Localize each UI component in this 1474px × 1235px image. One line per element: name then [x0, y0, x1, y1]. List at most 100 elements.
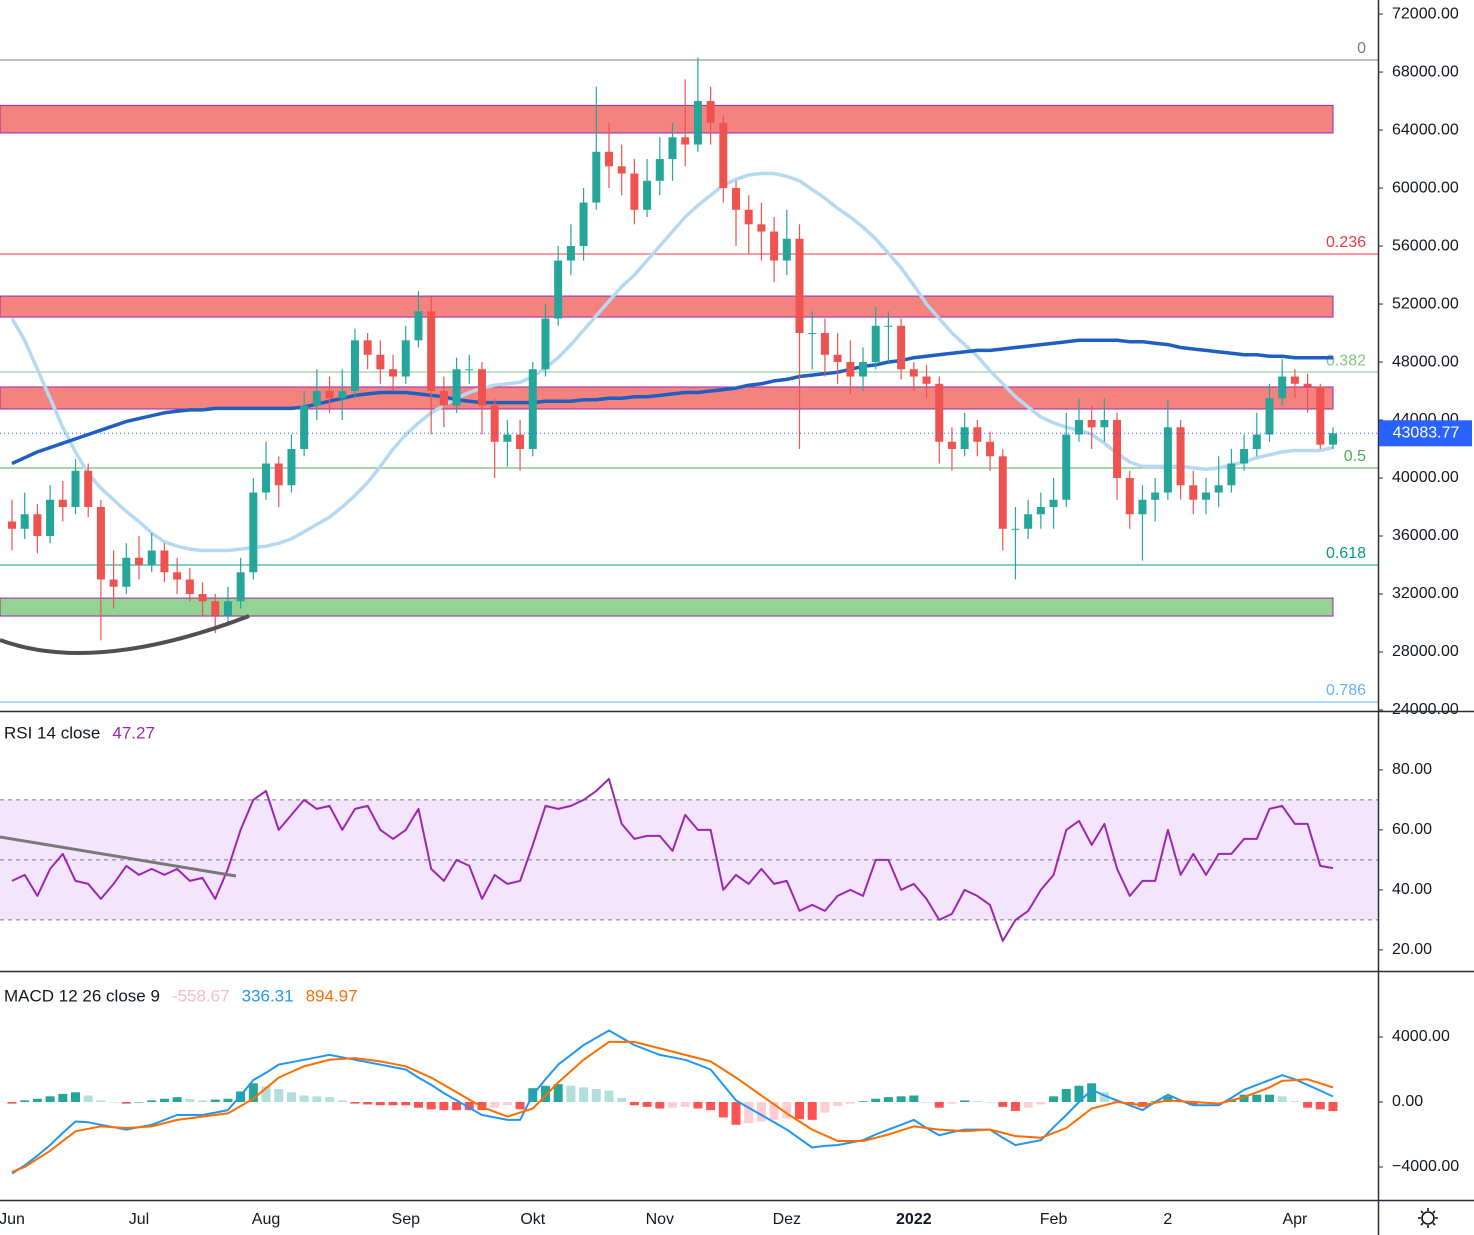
candle-body — [1290, 376, 1299, 384]
macd-title: MACD 12 26 close 9 — [4, 986, 160, 1005]
candle-body — [350, 340, 359, 392]
candle-body — [389, 369, 398, 377]
y-tick-label: 36000.00 — [1392, 527, 1459, 544]
macd-histogram-bar — [668, 1102, 677, 1108]
macd-histogram-bar — [591, 1089, 601, 1103]
candle-body — [655, 159, 664, 181]
candle-body — [109, 579, 118, 587]
rsi-title: RSI 14 close — [4, 723, 100, 742]
macd-histogram-bar — [325, 1097, 335, 1103]
macd-histogram-bar — [909, 1095, 919, 1103]
candle-body — [719, 122, 728, 189]
candle-body — [1024, 514, 1033, 529]
macd-histogram-bar — [782, 1102, 792, 1119]
candle-body — [376, 354, 385, 370]
x-tick-label: Okt — [520, 1211, 545, 1228]
macd-histogram-bar — [858, 1101, 868, 1103]
candle-body — [922, 376, 931, 384]
macd-histogram-bar — [185, 1098, 195, 1103]
macd-histogram-bar — [934, 1102, 944, 1108]
rsi-value: 47.27 — [112, 723, 155, 742]
macd-histogram-bar — [7, 1102, 17, 1104]
candle-body — [1176, 427, 1185, 486]
candle-body — [960, 427, 969, 450]
macd-histogram-bar — [1252, 1094, 1262, 1103]
macd-histogram-bar — [1163, 1096, 1173, 1103]
settings-button[interactable] — [1418, 1208, 1438, 1228]
candle-body — [33, 514, 42, 537]
candle-body — [579, 202, 588, 247]
macd-histogram-bar — [1277, 1096, 1287, 1103]
y-tick-label: −4000.00 — [1392, 1158, 1459, 1175]
macd-histogram-bar — [312, 1096, 322, 1103]
cup-annotation — [0, 614, 250, 655]
macd-histogram-bar — [947, 1102, 957, 1104]
macd-histogram-bar — [1303, 1102, 1313, 1108]
macd-histogram-bar — [706, 1102, 716, 1111]
candle-body — [859, 362, 868, 377]
macd-histogram-bar — [731, 1102, 741, 1125]
macd-histogram-bar — [680, 1102, 690, 1107]
macd-histogram-bar — [515, 1102, 525, 1110]
candle-body — [300, 405, 309, 450]
macd-histogram-bar — [401, 1102, 411, 1106]
moving-average — [10, 171, 1334, 553]
candle-body — [947, 441, 956, 450]
candle-body — [706, 101, 715, 123]
candle-body — [795, 238, 804, 334]
x-tick-label: Aug — [252, 1211, 280, 1228]
macd-histogram-bar — [261, 1086, 271, 1103]
candle-body — [71, 470, 80, 508]
candle-body — [1189, 485, 1198, 500]
y-tick-label: 20.00 — [1392, 941, 1432, 958]
macd-histogram-bar — [744, 1102, 754, 1124]
macd-histogram-bar — [58, 1093, 68, 1103]
y-tick-label: 24000.00 — [1392, 701, 1459, 718]
macd-histogram-bar — [1087, 1083, 1097, 1103]
candle-body — [490, 405, 499, 442]
macd-histogram-bar — [960, 1100, 970, 1103]
price-zone — [0, 104, 1334, 134]
candle-body — [909, 369, 918, 377]
macd-histogram-bar — [1023, 1102, 1033, 1108]
macd-histogram-bar — [363, 1102, 373, 1105]
candle-body — [1316, 386, 1325, 445]
last-price-box — [1379, 420, 1472, 447]
candle-body — [325, 391, 334, 399]
candle-body — [1163, 427, 1172, 493]
candle-body — [1062, 434, 1071, 500]
candle-body — [8, 521, 16, 529]
fib-level-label: 0.786 — [1326, 682, 1366, 699]
y-tick-label: 0.00 — [1392, 1093, 1423, 1110]
y-tick-label: 64000.00 — [1392, 121, 1459, 138]
macd-histogram-bar — [109, 1102, 119, 1103]
candle-body — [897, 325, 906, 370]
candle-body — [1036, 507, 1045, 515]
macd-histogram-bar — [83, 1095, 93, 1103]
candle-body — [477, 369, 486, 406]
last-price-label: 43083.77 — [1393, 425, 1460, 442]
x-tick-label: 2 — [1163, 1211, 1172, 1228]
candle-body — [541, 318, 550, 370]
candle-body — [1100, 420, 1109, 428]
macd-histogram-bar — [274, 1089, 284, 1103]
candle-body — [135, 557, 144, 566]
candle-body — [820, 333, 829, 355]
macd-histogram-bar — [121, 1102, 131, 1104]
x-tick-label: Jul — [129, 1211, 149, 1228]
candle-body — [998, 456, 1007, 529]
macd-histogram-bar — [147, 1100, 157, 1103]
candle-body — [287, 449, 296, 486]
candle-body — [554, 260, 563, 319]
macd-histogram-bar — [718, 1102, 728, 1118]
macd-histogram-bar — [1049, 1096, 1059, 1103]
macd-histogram-bar — [32, 1098, 42, 1103]
candle-body — [1113, 420, 1122, 479]
fib-level-label: 0.382 — [1326, 352, 1366, 369]
candle-body — [173, 572, 182, 580]
y-tick-label: 68000.00 — [1392, 63, 1459, 80]
x-tick-label: Nov — [646, 1211, 674, 1228]
candle-body — [236, 572, 245, 602]
candle-body — [846, 362, 855, 377]
candle-body — [96, 507, 105, 580]
